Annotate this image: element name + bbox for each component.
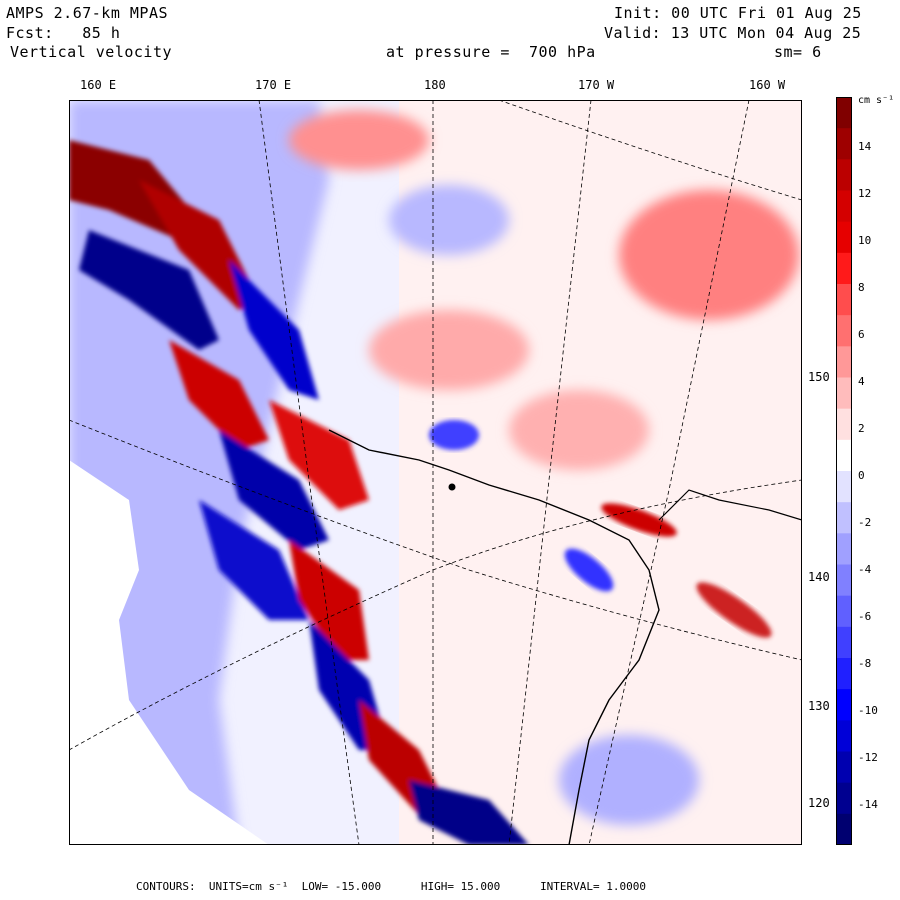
forecast-value: 85 h bbox=[82, 24, 121, 42]
colorbar-tick-label: 8 bbox=[858, 281, 865, 294]
colorbar-swatch bbox=[836, 471, 852, 503]
positive-cell-northeast bbox=[619, 190, 799, 320]
positive-cell-east bbox=[509, 390, 649, 470]
colorbar-swatch bbox=[836, 626, 852, 659]
footer-contours-label: CONTOURS: bbox=[136, 880, 196, 893]
forecast-label: Fcst: bbox=[6, 24, 54, 42]
lon-label-120w: 120 W bbox=[808, 796, 845, 810]
footer-high: HIGH= 15.000 bbox=[420, 880, 501, 893]
colorbar-tick-label: 6 bbox=[858, 328, 865, 341]
graticule bbox=[69, 100, 802, 845]
colorbar-tick-label: -8 bbox=[858, 657, 872, 670]
colorbar-tick-label: 2 bbox=[858, 422, 865, 435]
coastline-east bbox=[658, 489, 802, 521]
plain-area-southwest bbox=[69, 460, 269, 845]
colorbar-tick-label: 12 bbox=[858, 187, 872, 200]
colorbar-swatch bbox=[836, 533, 852, 565]
positive-cell-north bbox=[289, 110, 429, 170]
colorbar-swatch bbox=[836, 377, 852, 410]
lon-label-150w: 150 W bbox=[808, 370, 845, 384]
pressure-label: at pressure = bbox=[386, 43, 510, 61]
colorbar-swatch bbox=[836, 439, 852, 472]
colorbar-swatch bbox=[836, 564, 852, 597]
model-title: AMPS 2.67-km MPAS bbox=[6, 4, 169, 22]
smoothing-value: sm= 6 bbox=[774, 43, 822, 61]
footer-contours: CONTOURS: UNITS=cm s⁻¹ LOW= -15.000 HIGH… bbox=[136, 880, 646, 893]
colorbar-swatch bbox=[836, 159, 852, 191]
colorbar-tick-label: -6 bbox=[858, 610, 872, 623]
lon-label-140w: 140 W bbox=[808, 570, 845, 584]
station-marker bbox=[448, 483, 456, 491]
colorbar-swatch bbox=[836, 689, 852, 721]
pressure-level: at pressure = 700 hPa bbox=[386, 43, 596, 61]
colorbar-swatch bbox=[836, 658, 852, 690]
positive-streak-east bbox=[601, 503, 677, 537]
lon-label-170w: 170 W bbox=[578, 78, 615, 92]
colorbar-tick-label: 10 bbox=[858, 234, 872, 247]
ice-shelf-edge bbox=[328, 429, 660, 845]
init-time: Init: 00 UTC Fri 01 Aug 25 bbox=[614, 4, 862, 22]
negative-cell-small bbox=[429, 420, 479, 450]
colorbar-tick-label: -12 bbox=[858, 751, 878, 764]
colorbar-swatch bbox=[836, 315, 852, 347]
field-name: Vertical velocity bbox=[10, 43, 173, 61]
mountain-wave-belt bbox=[69, 140, 529, 845]
negative-streak-east bbox=[564, 548, 614, 592]
lon-label-180: 180 bbox=[424, 78, 446, 92]
footer-units: UNITS=cm s⁻¹ bbox=[208, 880, 289, 893]
colorbar-swatch bbox=[836, 502, 852, 534]
lon-label-170e: 170 E bbox=[255, 78, 292, 92]
pressure-value: 700 hPa bbox=[528, 43, 596, 61]
colorbar-swatch bbox=[836, 346, 852, 378]
colorbar-swatch bbox=[836, 284, 852, 316]
colorbar-swatch bbox=[836, 813, 852, 845]
positive-cell-central bbox=[369, 310, 529, 390]
colorbar-swatch bbox=[836, 221, 852, 254]
colorbar-tick-label: -10 bbox=[858, 704, 878, 717]
colorbar-swatch bbox=[836, 97, 852, 129]
colorbar-swatch bbox=[836, 751, 852, 784]
forecast-hour: Fcst: 85 h bbox=[6, 24, 120, 42]
negative-cell-north bbox=[389, 185, 509, 255]
colorbar-tick-label: -4 bbox=[858, 563, 872, 576]
colorbar-tick-label: 0 bbox=[858, 469, 865, 482]
negative-cell-southeast bbox=[559, 735, 699, 825]
footer-interval: INTERVAL= 1.0000 bbox=[540, 880, 647, 893]
lon-label-160w: 160 W bbox=[749, 78, 786, 92]
lon-label-160e: 160 E bbox=[80, 78, 117, 92]
colorbar-swatch bbox=[836, 252, 852, 285]
map-frame bbox=[69, 100, 802, 845]
colorbar-units: cm s⁻¹ bbox=[858, 95, 895, 106]
colorbar-tick-label: 4 bbox=[858, 375, 865, 388]
valid-time: Valid: 13 UTC Mon 04 Aug 25 bbox=[604, 24, 862, 42]
vertical-velocity-map bbox=[69, 100, 802, 845]
colorbar-swatch bbox=[836, 595, 852, 628]
colorbar-swatch bbox=[836, 190, 852, 223]
colorbar-swatch bbox=[836, 408, 852, 441]
colorbar-swatches bbox=[836, 97, 852, 845]
colorbar-swatch bbox=[836, 720, 852, 752]
footer-low: LOW= -15.000 bbox=[301, 880, 382, 893]
colorbar-tick-label: -2 bbox=[858, 516, 872, 529]
colorbar-swatch bbox=[836, 128, 852, 160]
colorbar-tick-label: -14 bbox=[858, 798, 878, 811]
colorbar-tick-label: 14 bbox=[858, 140, 872, 153]
positive-streak-southeast bbox=[696, 582, 772, 638]
colorbar bbox=[836, 97, 852, 845]
lon-label-130w: 130 W bbox=[808, 699, 845, 713]
colorbar-swatch bbox=[836, 782, 852, 815]
